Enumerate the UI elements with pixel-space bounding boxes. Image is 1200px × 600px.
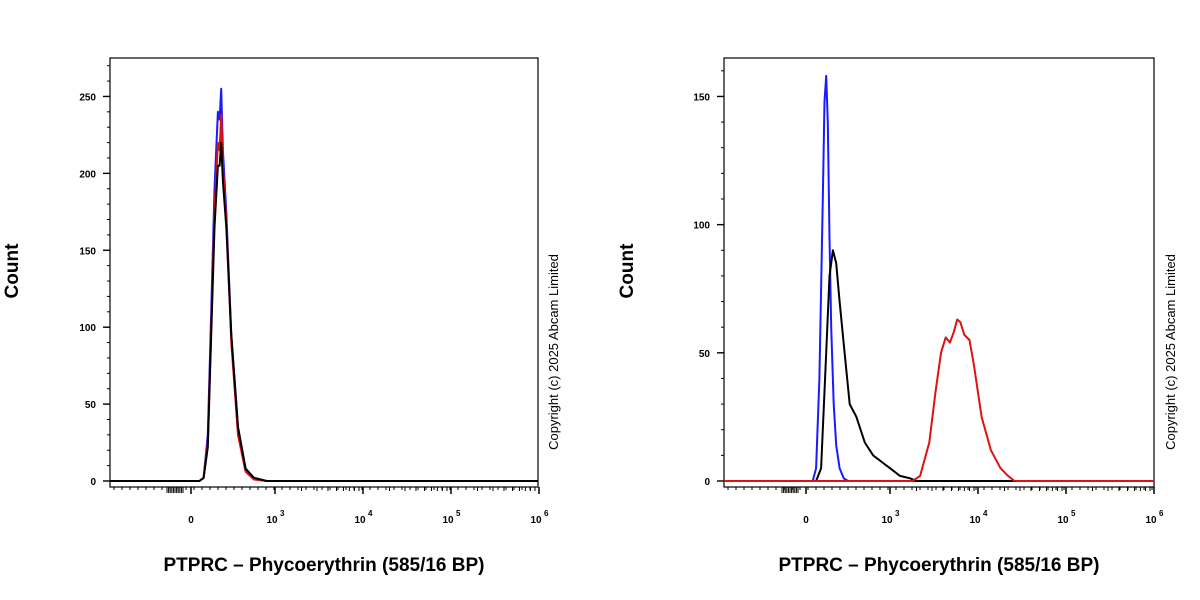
y-tick-label: 200	[79, 169, 96, 180]
y-tick-label: 100	[693, 221, 710, 232]
y-axis: 0 50 100 150	[693, 70, 724, 488]
x-tick-exponent: 3	[895, 509, 900, 518]
x-axis-title: PTPRC – Phycoerythrin (585/16 BP)	[779, 555, 1100, 576]
series-line	[110, 141, 538, 482]
x-tick-label: 10	[530, 515, 542, 526]
x-tick-exponent: 4	[368, 509, 373, 518]
x-axis-title: PTPRC – Phycoerythrin (585/16 BP)	[164, 555, 485, 576]
y-tick-label: 100	[79, 323, 96, 334]
series-lines	[724, 74, 1154, 482]
y-tick-label: 50	[699, 349, 711, 360]
y-tick-label: 150	[79, 246, 96, 257]
series-line	[724, 249, 1154, 482]
series-line	[110, 87, 538, 482]
x-tick-label: 10	[1145, 515, 1157, 526]
y-tick-label: 0	[704, 477, 710, 488]
x-tick-exponent: 4	[983, 509, 988, 518]
x-tick-exponent: 5	[456, 509, 461, 518]
plot-frame	[109, 57, 539, 488]
x-tick-exponent: 3	[280, 509, 285, 518]
x-tick-exponent: 5	[1071, 509, 1076, 518]
copyright-text: Copyright (c) 2025 Abcam Limited	[1163, 254, 1178, 450]
y-axis-title: Count	[617, 243, 638, 299]
x-tick-label: 10	[354, 515, 366, 526]
copyright-text: Copyright (c) 2025 Abcam Limited	[546, 254, 561, 450]
y-axis: 0 50 100 150 200 250	[79, 65, 110, 488]
x-tick-label: 10	[1057, 515, 1069, 526]
series-line	[724, 318, 1154, 482]
y-tick-label: 250	[79, 92, 96, 103]
x-tick-label: 10	[442, 515, 454, 526]
series-line	[110, 113, 538, 482]
x-tick-label: 10	[969, 515, 981, 526]
x-tick-label: 0	[188, 515, 194, 526]
y-tick-label: 0	[90, 477, 96, 488]
x-tick-label: 10	[881, 515, 893, 526]
x-tick-exponent: 6	[1159, 509, 1164, 518]
series-line	[724, 74, 1154, 482]
series-lines	[110, 87, 538, 482]
y-axis-title: Count	[2, 243, 23, 299]
y-tick-label: 150	[693, 92, 710, 103]
x-tick-label: 10	[266, 515, 278, 526]
y-tick-label: 50	[85, 400, 97, 411]
x-tick-label: 0	[803, 515, 809, 526]
plot-frame	[723, 57, 1155, 488]
x-tick-exponent: 6	[544, 509, 549, 518]
